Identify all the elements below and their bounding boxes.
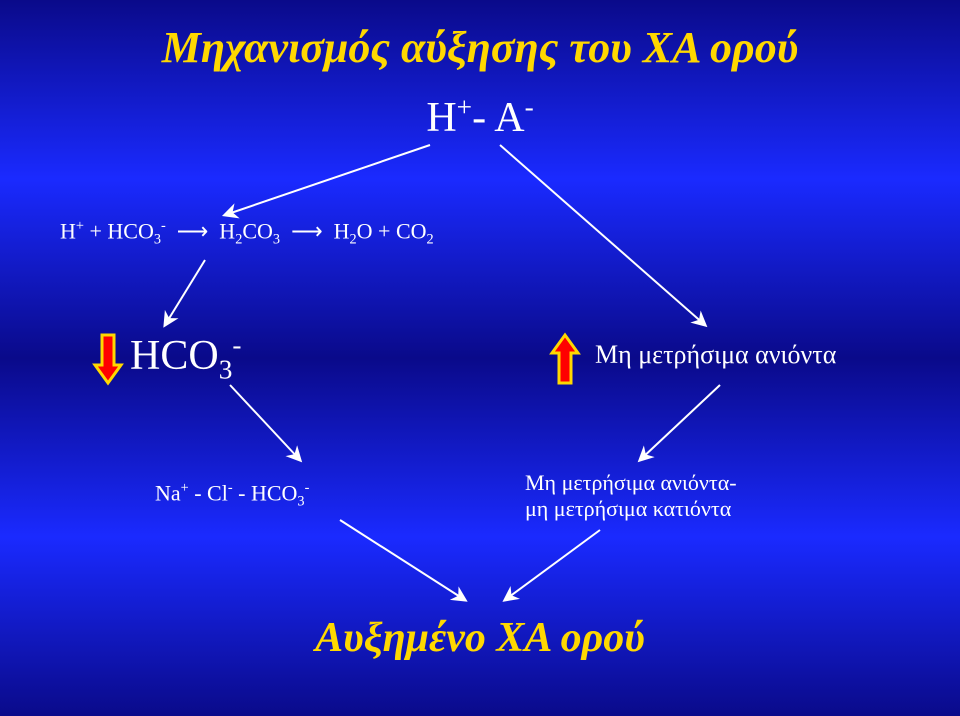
arrows-layer (0, 0, 960, 716)
